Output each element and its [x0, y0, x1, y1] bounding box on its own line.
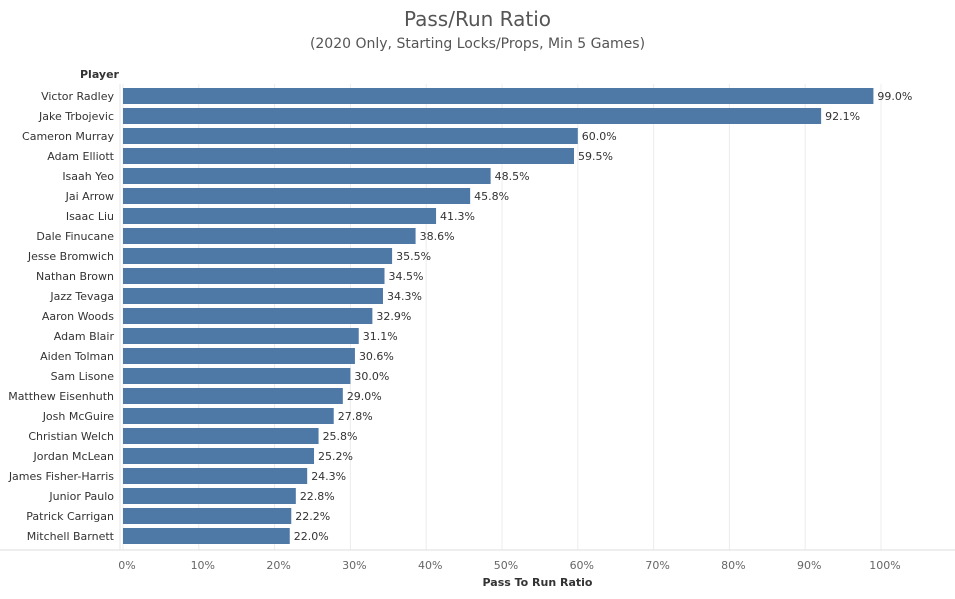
- bar: [123, 88, 874, 104]
- bar: [123, 348, 355, 364]
- bar: [123, 508, 292, 524]
- category-label: Dale Finucane: [36, 230, 114, 243]
- data-label: 48.5%: [495, 170, 530, 183]
- data-label: 34.3%: [387, 290, 422, 303]
- x-tick-labels: 0% 10% 20% 30% 40% 50% 60% 70% 80% 90% 100%: [118, 559, 900, 572]
- data-label: 34.5%: [389, 270, 424, 283]
- x-tick-label: 60%: [570, 559, 594, 572]
- category-label: Cameron Murray: [22, 130, 114, 143]
- x-tick-label: 70%: [645, 559, 669, 572]
- category-label: Christian Welch: [28, 430, 114, 443]
- chart-subtitle: (2020 Only, Starting Locks/Props, Min 5 …: [309, 36, 646, 52]
- data-label: 29.0%: [347, 390, 382, 403]
- data-label: 31.1%: [363, 330, 398, 343]
- x-tick-label: 50%: [494, 559, 518, 572]
- x-tick-label: 20%: [266, 559, 290, 572]
- category-label: Aaron Woods: [42, 310, 114, 323]
- x-tick-label: 90%: [797, 559, 821, 572]
- bar: [123, 368, 351, 384]
- data-label: 60.0%: [582, 130, 617, 143]
- x-axis-title: Pass To Run Ratio: [482, 576, 593, 589]
- data-label: 22.2%: [295, 510, 330, 523]
- x-tick-label: 80%: [721, 559, 745, 572]
- bar: [123, 468, 308, 484]
- category-labels: Victor Radley Jake Trbojevic Cameron Murra…: [8, 90, 115, 543]
- data-label: 45.8%: [474, 190, 509, 203]
- category-label: Isaah Yeo: [62, 170, 114, 183]
- category-label: Jai Arrow: [65, 190, 114, 203]
- bar: [123, 268, 385, 284]
- bar: [123, 428, 319, 444]
- bar: [123, 228, 416, 244]
- data-label: 35.5%: [396, 250, 431, 263]
- data-label: 59.5%: [578, 150, 613, 163]
- data-label: 30.6%: [359, 350, 394, 363]
- bar: [123, 528, 290, 544]
- data-label: 99.0%: [877, 90, 912, 103]
- gridlines: [0, 84, 955, 551]
- category-label: Patrick Carrigan: [26, 510, 114, 523]
- value-labels: 99.0% 92.1% 60.0% 59.5% 48.5% 45.8% 41.3% 38.6%…: [294, 90, 913, 543]
- category-label: Jazz Tevaga: [49, 290, 114, 303]
- x-tick-label: 0%: [118, 559, 135, 572]
- data-label: 92.1%: [825, 110, 860, 123]
- category-label: Victor Radley: [41, 90, 114, 103]
- data-label: 25.8%: [323, 430, 358, 443]
- category-label: Aiden Tolman: [40, 350, 114, 363]
- bar: [123, 128, 578, 144]
- bar: [123, 328, 359, 344]
- data-label: 22.8%: [300, 490, 335, 503]
- bar: [123, 148, 575, 164]
- category-label: Junior Paulo: [48, 490, 114, 503]
- category-label: Jordan McLean: [33, 450, 114, 463]
- chart-title: Pass/Run Ratio: [403, 7, 552, 31]
- data-label: 27.8%: [338, 410, 373, 423]
- x-tick-label: 30%: [342, 559, 366, 572]
- data-label: 32.9%: [376, 310, 411, 323]
- bar: [123, 208, 437, 224]
- data-label: 22.0%: [294, 530, 329, 543]
- category-label: Mitchell Barnett: [27, 530, 115, 543]
- bar: [123, 488, 296, 504]
- bar: [123, 168, 491, 184]
- bar: [123, 408, 334, 424]
- bar: [123, 308, 373, 324]
- category-label: Josh McGuire: [42, 410, 115, 423]
- category-label: Jake Trbojevic: [38, 110, 114, 123]
- category-label: Adam Elliott: [47, 150, 114, 163]
- data-label: 41.3%: [440, 210, 475, 223]
- bar: [123, 108, 822, 124]
- data-label: 30.0%: [354, 370, 389, 383]
- x-tick-label: 40%: [418, 559, 442, 572]
- category-label: Jesse Bromwich: [27, 250, 114, 263]
- row-header-label: Player: [80, 68, 119, 81]
- x-tick-label: 100%: [869, 559, 900, 572]
- bar: [123, 448, 315, 464]
- data-label: 25.2%: [318, 450, 353, 463]
- category-label: Adam Blair: [54, 330, 115, 343]
- category-label: Isaac Liu: [66, 210, 114, 223]
- bar: [123, 248, 393, 264]
- bars-group: [123, 88, 874, 544]
- category-label: Sam Lisone: [51, 370, 115, 383]
- bar: [123, 288, 383, 304]
- category-label: Matthew Eisenhuth: [8, 390, 114, 403]
- data-label: 38.6%: [420, 230, 455, 243]
- x-tick-label: 10%: [191, 559, 215, 572]
- bar: [123, 388, 343, 404]
- bar: [123, 188, 471, 204]
- data-label: 24.3%: [311, 470, 346, 483]
- category-label: Nathan Brown: [36, 270, 114, 283]
- category-label: James Fisher-Harris: [8, 470, 114, 483]
